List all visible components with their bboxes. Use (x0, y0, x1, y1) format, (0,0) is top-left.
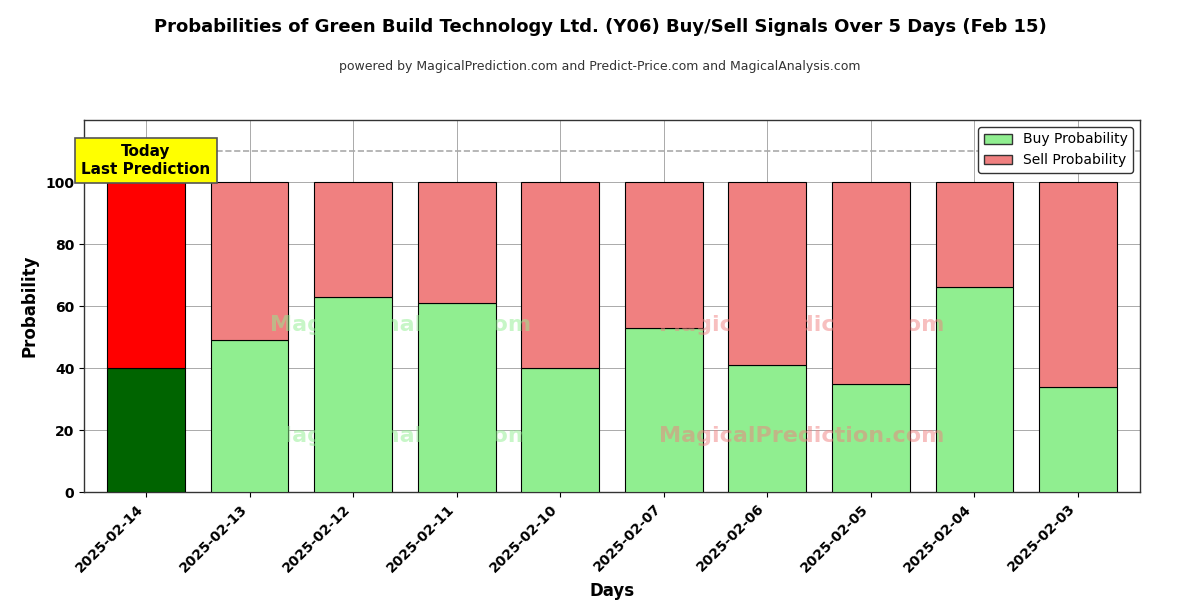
Y-axis label: Probability: Probability (20, 255, 38, 357)
Text: MagicalPrediction.com: MagicalPrediction.com (659, 314, 944, 335)
Text: MagicalAnalysis.com: MagicalAnalysis.com (270, 314, 532, 335)
Bar (522, 368, 599, 492)
Text: Today
Last Prediction: Today Last Prediction (82, 144, 211, 176)
Bar (625, 328, 702, 492)
Bar (936, 287, 1013, 492)
Bar (728, 365, 806, 492)
Bar (107, 182, 185, 368)
Legend: Buy Probability, Sell Probability: Buy Probability, Sell Probability (978, 127, 1133, 173)
Bar (418, 303, 496, 492)
Bar (211, 182, 288, 340)
Text: powered by MagicalPrediction.com and Predict-Price.com and MagicalAnalysis.com: powered by MagicalPrediction.com and Pre… (340, 60, 860, 73)
Bar (936, 182, 1013, 287)
Bar (211, 340, 288, 492)
Text: MagicalAnalysis.com: MagicalAnalysis.com (270, 426, 532, 446)
Bar (1039, 386, 1117, 492)
Bar (832, 383, 910, 492)
Text: Probabilities of Green Build Technology Ltd. (Y06) Buy/Sell Signals Over 5 Days : Probabilities of Green Build Technology … (154, 18, 1046, 36)
Bar (314, 296, 392, 492)
Bar (522, 182, 599, 368)
Bar (107, 368, 185, 492)
Text: MagicalPrediction.com: MagicalPrediction.com (659, 426, 944, 446)
X-axis label: Days: Days (589, 581, 635, 599)
Bar (625, 182, 702, 328)
Bar (1039, 182, 1117, 386)
Bar (418, 182, 496, 303)
Bar (728, 182, 806, 365)
Bar (314, 182, 392, 296)
Bar (832, 182, 910, 383)
